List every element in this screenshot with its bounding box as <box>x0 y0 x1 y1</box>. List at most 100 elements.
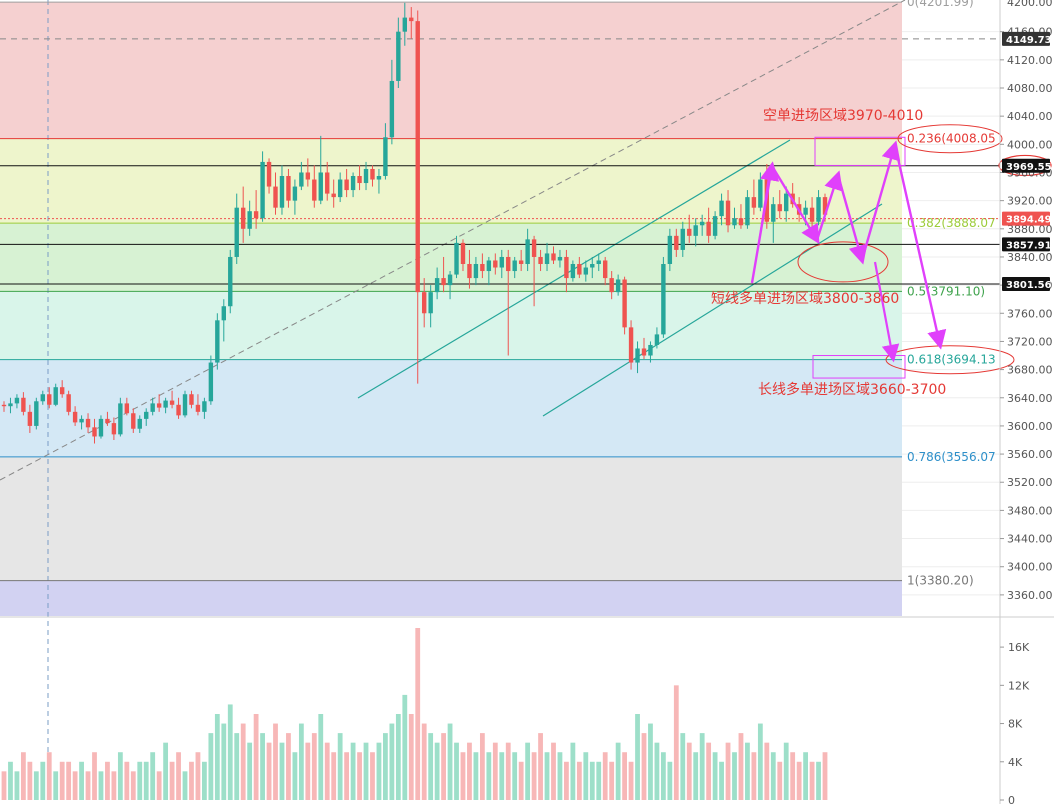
volume-axis[interactable]: 0 4K 8K 12K 16K <box>1000 641 1030 804</box>
candle-body <box>40 394 45 402</box>
price-badge-label-3801.56: 3801.56 <box>1006 280 1052 291</box>
volume-tick-label: 12K <box>1008 679 1030 692</box>
fib-zone-0.618 <box>0 359 902 457</box>
candle-body <box>758 179 763 208</box>
volume-bar <box>117 752 123 800</box>
volume-bar <box>163 742 169 800</box>
volume-bar <box>654 742 660 800</box>
volume-bar <box>311 733 317 800</box>
candle-body <box>486 260 492 272</box>
candle-body <box>202 401 207 412</box>
volume-bar <box>27 761 33 800</box>
volume-bar <box>486 752 492 800</box>
volume-bar <box>467 742 472 800</box>
candle-body <box>240 207 246 229</box>
annotation-short-entry: 空单进场区域3970-4010 <box>763 108 923 124</box>
fib-zone-0.5 <box>0 291 902 360</box>
candle-body <box>402 17 408 32</box>
annotation-long-entry: 长线多单进场区域3660-3700 <box>758 381 946 398</box>
candle-body <box>27 411 33 426</box>
price-tick-label: 3480.00 <box>1007 504 1053 517</box>
candle-body <box>21 397 26 412</box>
candle-body <box>596 260 601 264</box>
price-badge-label-3969.55: 3969.55 <box>1006 162 1052 173</box>
candle-body <box>389 80 395 138</box>
price-tick-label: 3360.00 <box>1007 589 1053 602</box>
volume-bar <box>1 771 7 800</box>
volume-bar <box>454 742 459 800</box>
volume-bar <box>33 771 39 800</box>
volume-bar <box>732 752 737 800</box>
candle-body <box>706 221 711 236</box>
candle-body <box>551 253 556 261</box>
volume-bar <box>66 761 72 800</box>
volume-bar <box>583 752 589 800</box>
volume-bar <box>376 742 382 800</box>
volume-bar <box>214 714 220 800</box>
candle-body <box>286 176 291 201</box>
volume-tick-label: 4K <box>1008 756 1023 769</box>
volume-bar <box>176 752 181 800</box>
volume-bar <box>240 723 246 800</box>
volume-bar <box>809 761 815 800</box>
fib-lines <box>0 1 902 582</box>
candle-body <box>376 176 382 180</box>
candle-body <box>434 278 440 293</box>
volume-bar <box>189 761 194 800</box>
volume-bar <box>46 752 52 800</box>
candle-body <box>525 239 530 264</box>
price-tick-label: 3880.00 <box>1007 223 1053 236</box>
candle-body <box>85 418 91 428</box>
candle-body <box>803 207 808 215</box>
price-badge-4149.73 <box>1002 31 1050 46</box>
volume-bar <box>434 742 440 800</box>
volume-bar <box>648 723 653 800</box>
volume-bar <box>745 742 750 800</box>
price-tick-label: 4080.00 <box>1007 82 1053 95</box>
volume-bar <box>628 761 634 800</box>
volume-bar <box>564 761 569 800</box>
volume-bar <box>363 742 369 800</box>
fib-label-0.618: 0.618(3694.13 <box>907 353 996 367</box>
candle-body <box>208 362 214 402</box>
volume-tick-label: 16K <box>1008 641 1030 654</box>
volume-bar <box>111 771 117 800</box>
candle-body <box>8 403 13 407</box>
candle-body <box>279 176 285 208</box>
volume-bar <box>124 761 130 800</box>
volume-bar <box>738 733 744 800</box>
volume-bar <box>518 761 524 800</box>
fib-label-0.786: 0.786(3556.07 <box>907 450 996 464</box>
candle-body <box>784 193 789 212</box>
candle-body <box>318 172 323 201</box>
volume-bar <box>712 752 718 800</box>
candle-body <box>409 17 414 22</box>
volume-bar <box>479 733 485 800</box>
volume-bar <box>202 761 207 800</box>
volume-bar <box>796 761 802 800</box>
candle-body <box>66 394 71 412</box>
candle-body <box>195 404 201 412</box>
fib-zone-0.236 <box>0 138 902 224</box>
candle-body <box>745 197 750 226</box>
volume-bar <box>538 733 543 800</box>
volume-bar <box>182 771 188 800</box>
candle-body <box>454 242 459 275</box>
candle-body <box>105 418 110 424</box>
candle-body <box>14 397 20 404</box>
candle-body <box>615 279 621 293</box>
candle-body <box>777 204 782 212</box>
volume-bar <box>14 771 20 800</box>
volume-bar <box>803 752 809 800</box>
fib-label-0: 0(4201.99) <box>907 0 974 9</box>
long-entry-box <box>812 355 906 379</box>
price-tick-label: 4120.00 <box>1007 54 1053 67</box>
price-badge-3801.56 <box>1002 277 1050 292</box>
volume-bar <box>421 723 427 800</box>
short-entry-box <box>814 136 906 166</box>
volume-bar <box>596 761 602 800</box>
candle-body <box>577 264 582 275</box>
candle-body <box>590 264 595 268</box>
volume-bar <box>79 761 84 800</box>
